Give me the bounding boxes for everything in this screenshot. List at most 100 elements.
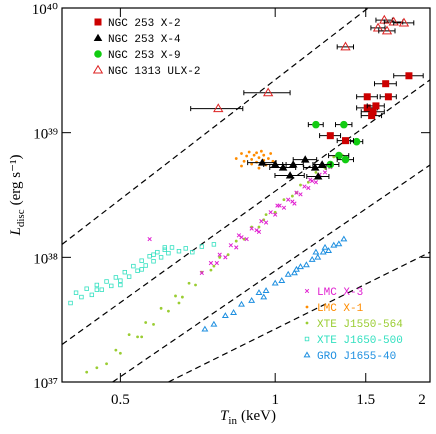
marker-open-triangle bbox=[335, 240, 343, 247]
marker-triangle bbox=[270, 160, 280, 168]
marker-circle bbox=[340, 120, 348, 129]
legend-label: NGC 253 X-9 bbox=[108, 50, 181, 62]
marker-dot bbox=[266, 157, 270, 160]
marker-circle bbox=[335, 151, 343, 160]
y-label-symbol: L bbox=[8, 227, 24, 236]
marker-open-square bbox=[151, 252, 156, 257]
marker-open-triangle bbox=[321, 243, 329, 250]
marker-open-square bbox=[79, 294, 84, 300]
marker-open-square bbox=[139, 258, 144, 263]
marker-open-triangle bbox=[290, 269, 298, 276]
marker-dot bbox=[257, 156, 261, 160]
marker-open-triangle bbox=[213, 103, 224, 113]
y-tick-label: 10⁴⁰ bbox=[32, 2, 58, 18]
plot-area bbox=[62, 8, 430, 382]
legend-label: NGC 253 X-4 bbox=[108, 34, 181, 46]
marker-dot bbox=[262, 218, 266, 222]
marker-open-triangle bbox=[284, 270, 292, 277]
marker-dot bbox=[114, 348, 118, 352]
marker-x bbox=[239, 235, 244, 240]
marker-dot bbox=[234, 239, 238, 243]
marker-open-triangle bbox=[262, 287, 270, 294]
marker-open-square bbox=[147, 254, 152, 259]
marker-dot bbox=[273, 210, 277, 214]
marker-dot bbox=[177, 301, 181, 305]
marker-dot bbox=[240, 152, 243, 155]
legend-label: GRO J1655-40 bbox=[317, 351, 396, 363]
marker-x bbox=[256, 229, 262, 235]
marker-dot bbox=[105, 362, 108, 366]
marker-open-triangle bbox=[398, 17, 410, 27]
marker-open-square bbox=[151, 259, 156, 264]
marker-triangle bbox=[288, 160, 298, 168]
marker-open-square bbox=[131, 263, 136, 269]
x-tick-label: 0.5 bbox=[111, 392, 130, 408]
legend-label: LMC X-1 bbox=[317, 303, 364, 315]
marker-open-square bbox=[143, 263, 148, 268]
marker-dot bbox=[282, 198, 286, 202]
marker-open-triangle bbox=[372, 22, 384, 32]
marker-x bbox=[208, 260, 214, 266]
marker-open-square bbox=[135, 268, 140, 273]
reference-line bbox=[62, 8, 369, 245]
marker-open-square bbox=[169, 245, 175, 250]
marker-open-triangle bbox=[297, 263, 304, 270]
error-bar bbox=[393, 20, 415, 26]
marker-open-triangle bbox=[293, 265, 300, 272]
marker-open-triangle bbox=[260, 293, 268, 300]
y-axis-label: Ldisc (erg s⁻¹) bbox=[8, 155, 27, 237]
marker-x bbox=[263, 220, 269, 225]
reference-line bbox=[168, 251, 430, 382]
marker-x bbox=[259, 219, 264, 224]
reference-line bbox=[112, 164, 430, 382]
marker-open-square bbox=[155, 249, 160, 255]
marker-square bbox=[372, 102, 380, 110]
marker-open-square bbox=[84, 286, 89, 291]
marker-circle bbox=[341, 155, 350, 164]
x-label-symbol: T bbox=[220, 408, 230, 424]
marker-x bbox=[275, 203, 280, 208]
marker-dot bbox=[314, 171, 318, 174]
marker-dot bbox=[234, 157, 238, 160]
legend-marker bbox=[303, 351, 311, 358]
marker-x bbox=[234, 245, 239, 250]
marker-x bbox=[228, 243, 234, 248]
marker-triangle bbox=[258, 158, 267, 166]
marker-triangle bbox=[313, 172, 323, 180]
marker-open-triangle bbox=[278, 277, 286, 283]
y-label-subscript: disc bbox=[15, 209, 27, 227]
marker-open-square bbox=[99, 287, 104, 292]
marker-x bbox=[313, 180, 319, 185]
marker-x bbox=[217, 252, 222, 257]
marker-square bbox=[369, 108, 377, 116]
marker-x bbox=[254, 228, 259, 233]
x-label-unit: (keV) bbox=[241, 408, 276, 424]
marker-dot bbox=[247, 150, 251, 154]
marker-open-triangle bbox=[312, 248, 320, 255]
marker-x bbox=[281, 205, 287, 210]
marker-dot bbox=[299, 183, 302, 187]
y-tick-label: 10³⁸ bbox=[33, 251, 58, 267]
marker-x bbox=[322, 170, 328, 175]
marker-open-triangle bbox=[302, 261, 310, 268]
x-tick-label: 2 bbox=[418, 392, 426, 408]
legend-marker bbox=[304, 336, 310, 342]
reference-line bbox=[62, 79, 430, 345]
marker-x bbox=[147, 236, 152, 242]
marker-dot bbox=[245, 154, 249, 158]
marker-x bbox=[249, 226, 254, 231]
marker-open-square bbox=[94, 287, 100, 292]
error-bar bbox=[190, 106, 244, 112]
marker-dot bbox=[332, 155, 336, 159]
marker-x bbox=[244, 236, 249, 242]
legend-marker bbox=[94, 50, 102, 58]
marker-square bbox=[341, 137, 349, 145]
legend-label: NGC 1313 ULX-2 bbox=[108, 66, 200, 78]
marker-x bbox=[286, 197, 291, 202]
marker-open-square bbox=[176, 248, 182, 254]
marker-dot bbox=[167, 309, 170, 313]
marker-dot bbox=[259, 149, 263, 153]
marker-dot bbox=[306, 180, 310, 184]
error-bar bbox=[336, 44, 355, 50]
